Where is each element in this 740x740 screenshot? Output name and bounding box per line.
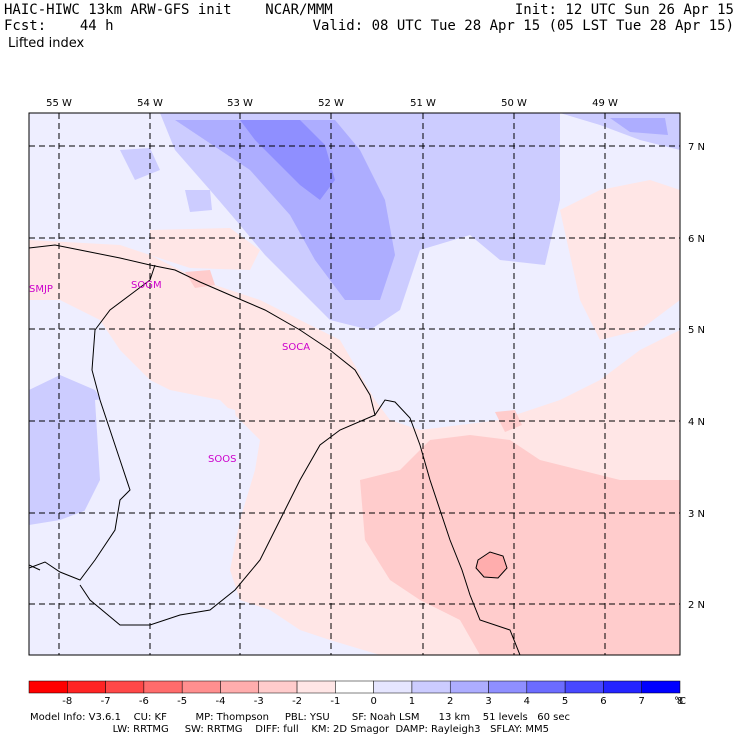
colorbar-tick-label: -4: [215, 696, 225, 707]
colorbar-swatch: [67, 680, 106, 694]
colorbar-tick-label: 1: [409, 696, 415, 707]
contour-li-m1-m2-blob2: [185, 270, 215, 288]
lon-label: 55 W: [46, 98, 72, 109]
border-suriname-west: [29, 264, 156, 581]
colorbar-tick-label: -6: [139, 696, 149, 707]
colorbar-swatch: [641, 680, 681, 694]
lat-label: 3 N: [688, 509, 705, 520]
border-french-guiana-brazil: [29, 564, 41, 571]
graticule: [29, 113, 680, 655]
lon-label: 52 W: [318, 98, 344, 109]
station-label: SMJP: [29, 284, 53, 295]
colorbar-tick-label: -7: [101, 696, 111, 707]
colorbar-swatch: [449, 680, 489, 694]
colorbar: -8 -7 -6 -5 -4 -3 -2 -1 0 1 2 3 4 5 6 7 8°C: [28, 680, 686, 707]
lon-label: 53 W: [227, 98, 253, 109]
colorbar-tick-label: 0: [370, 696, 376, 707]
colorbar-tick-label: 6: [600, 696, 606, 707]
lon-label: 49 W: [592, 98, 618, 109]
colorbar-tick-label: 5: [562, 696, 568, 707]
colorbar-swatch: [220, 680, 260, 694]
colorbar-swatch: [181, 680, 221, 694]
lat-label: 6 N: [688, 234, 705, 245]
colorbar-swatch: [373, 680, 413, 694]
colorbar-tick-label: 4: [524, 696, 530, 707]
contour-li-1-2-blob2: [185, 190, 212, 212]
colorbar-swatch: [258, 680, 298, 694]
colorbar-swatch: [488, 680, 528, 694]
header-title: HAIC-HIWC 13km ARW-GFS init NCAR/MMM: [4, 2, 333, 18]
station-label: SOCA: [282, 342, 310, 353]
header-valid-time: Valid: 08 UTC Tue 28 Apr 15 (05 LST Tue …: [312, 18, 734, 34]
colorbar-tick-label: -5: [177, 696, 187, 707]
lat-label: 4 N: [688, 417, 705, 428]
footer-model-info-2: LW: RRTMG SW: RRTMG DIFF: full KM: 2D Sm…: [30, 724, 549, 735]
contour-li-m2-m3: [475, 551, 508, 579]
lon-label: 54 W: [137, 98, 163, 109]
contour-li-m1-m2-blob: [495, 410, 522, 432]
contour-li-3-4: [240, 120, 335, 200]
colorbar-tick-label: -2: [292, 696, 302, 707]
colorbar-swatch: [603, 680, 642, 694]
colorbar-unit: °C: [674, 696, 686, 707]
contour-li-2-3-ne: [610, 118, 668, 135]
contour-li-0-m1-north: [560, 180, 680, 340]
map-field: [29, 113, 680, 655]
map-frame: [28, 112, 681, 656]
header-forecast-hour: Fcst: 44 h: [4, 18, 114, 34]
colorbar-swatch: [143, 680, 183, 694]
colorbar-swatch: [526, 680, 566, 694]
lat-label: 7 N: [688, 142, 705, 153]
colorbar-tick-label: 8: [677, 696, 683, 707]
colorbar-tick-label: -8: [62, 696, 72, 707]
contour-li-2-3: [175, 120, 395, 300]
colorbar-swatch: [28, 680, 68, 694]
colorbar-tick-label: 3: [485, 696, 491, 707]
colorbar-swatch: [296, 680, 336, 694]
station-label: SOOS: [208, 454, 236, 465]
contour-li-m1-m2: [360, 435, 680, 655]
colorbar-tick-label: 7: [639, 696, 645, 707]
colorbar-tick-label: -1: [330, 696, 340, 707]
footer-model-info-1: Model Info: V3.6.1 CU: KF MP: Thompson P…: [30, 712, 570, 723]
colorbar-swatch: [335, 680, 374, 694]
header-field-name: Lifted index: [8, 36, 85, 51]
lat-label: 5 N: [688, 325, 705, 336]
lat-label: 2 N: [688, 600, 705, 611]
border-suriname-french-guiana: [79, 414, 376, 626]
header-init-time: Init: 12 UTC Sun 26 Apr 15: [514, 2, 734, 18]
colorbar-swatch: [564, 680, 604, 694]
lon-label: 51 W: [410, 98, 436, 109]
colorbar-tick-label: -3: [254, 696, 264, 707]
coastline: [29, 244, 521, 655]
colorbar-swatch: [105, 680, 145, 694]
colorbar-tick-label: 2: [447, 696, 453, 707]
station-label: SOGM: [131, 280, 162, 291]
lon-label: 50 W: [501, 98, 527, 109]
colorbar-swatch: [411, 680, 451, 694]
